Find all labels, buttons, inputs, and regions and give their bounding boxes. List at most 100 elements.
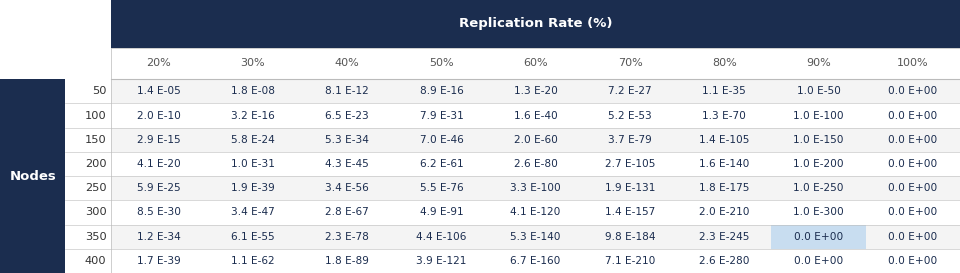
- Text: 250: 250: [84, 183, 107, 193]
- Bar: [772, 249, 866, 273]
- Bar: [866, 249, 960, 273]
- Bar: [677, 224, 772, 249]
- Text: 5.8 E-24: 5.8 E-24: [231, 135, 275, 145]
- Text: 100: 100: [84, 111, 107, 120]
- Bar: [489, 176, 583, 200]
- Text: 5.5 E-76: 5.5 E-76: [420, 183, 463, 193]
- Text: 400: 400: [84, 256, 107, 266]
- Text: 2.0 E-60: 2.0 E-60: [514, 135, 558, 145]
- Bar: [300, 200, 395, 224]
- Bar: [772, 152, 866, 176]
- Text: 1.1 E-62: 1.1 E-62: [231, 256, 275, 266]
- Bar: [395, 103, 489, 128]
- Bar: [772, 103, 866, 128]
- Text: 60%: 60%: [523, 58, 548, 69]
- Bar: [205, 224, 300, 249]
- Bar: [772, 176, 866, 200]
- Text: 7.9 E-31: 7.9 E-31: [420, 111, 464, 120]
- Bar: [489, 103, 583, 128]
- Bar: [111, 152, 205, 176]
- Bar: [772, 128, 866, 152]
- Bar: [205, 79, 300, 103]
- Text: 2.3 E-245: 2.3 E-245: [699, 232, 750, 242]
- Text: 3.7 E-79: 3.7 E-79: [608, 135, 652, 145]
- Bar: [205, 103, 300, 128]
- Text: 1.3 E-20: 1.3 E-20: [514, 86, 558, 96]
- Text: 1.0 E-100: 1.0 E-100: [793, 111, 844, 120]
- Bar: [677, 249, 772, 273]
- Text: 2.7 E-105: 2.7 E-105: [605, 159, 655, 169]
- Text: 0.0 E+00: 0.0 E+00: [888, 111, 938, 120]
- Bar: [677, 200, 772, 224]
- Bar: [583, 103, 677, 128]
- Text: Nodes: Nodes: [10, 170, 56, 183]
- Text: 50: 50: [92, 86, 107, 96]
- Bar: [583, 176, 677, 200]
- Text: 100%: 100%: [897, 58, 928, 69]
- Text: 3.4 E-56: 3.4 E-56: [325, 183, 369, 193]
- Bar: [395, 79, 489, 103]
- Text: 6.5 E-23: 6.5 E-23: [325, 111, 369, 120]
- Bar: [111, 176, 205, 200]
- Bar: [866, 200, 960, 224]
- Text: 1.2 E-34: 1.2 E-34: [136, 232, 180, 242]
- Text: Replication Rate (%): Replication Rate (%): [459, 17, 612, 30]
- Text: 1.8 E-89: 1.8 E-89: [325, 256, 369, 266]
- Bar: [111, 128, 205, 152]
- Text: 0.0 E+00: 0.0 E+00: [888, 183, 938, 193]
- Bar: [772, 224, 866, 249]
- Bar: [205, 200, 300, 224]
- Text: 1.0 E-200: 1.0 E-200: [793, 159, 844, 169]
- Text: 5.9 E-25: 5.9 E-25: [136, 183, 180, 193]
- Text: 200: 200: [84, 159, 107, 169]
- Bar: [111, 200, 205, 224]
- Bar: [583, 224, 677, 249]
- Bar: [583, 79, 677, 103]
- Bar: [395, 128, 489, 152]
- Bar: [772, 200, 866, 224]
- Text: 3.3 E-100: 3.3 E-100: [511, 183, 561, 193]
- Text: 6.2 E-61: 6.2 E-61: [420, 159, 463, 169]
- Text: 2.0 E-210: 2.0 E-210: [699, 207, 750, 217]
- Bar: [866, 103, 960, 128]
- Text: 2.8 E-67: 2.8 E-67: [325, 207, 369, 217]
- Text: 4.4 E-106: 4.4 E-106: [417, 232, 467, 242]
- Text: 0.0 E+00: 0.0 E+00: [888, 256, 938, 266]
- Bar: [300, 249, 395, 273]
- Bar: [300, 128, 395, 152]
- Text: 5.2 E-53: 5.2 E-53: [608, 111, 652, 120]
- Bar: [677, 152, 772, 176]
- Bar: [772, 79, 866, 103]
- Text: 1.4 E-05: 1.4 E-05: [136, 86, 180, 96]
- Text: 150: 150: [84, 135, 107, 145]
- Bar: [205, 128, 300, 152]
- Text: 3.2 E-16: 3.2 E-16: [231, 111, 275, 120]
- Bar: [300, 103, 395, 128]
- Bar: [866, 152, 960, 176]
- Text: 2.9 E-15: 2.9 E-15: [136, 135, 180, 145]
- Text: 70%: 70%: [617, 58, 642, 69]
- Bar: [489, 224, 583, 249]
- Text: 1.0 E-300: 1.0 E-300: [793, 207, 844, 217]
- Bar: [205, 249, 300, 273]
- Bar: [395, 249, 489, 273]
- Text: 0.0 E+00: 0.0 E+00: [888, 207, 938, 217]
- Text: 1.9 E-131: 1.9 E-131: [605, 183, 655, 193]
- Bar: [866, 224, 960, 249]
- Bar: [866, 128, 960, 152]
- Text: 1.4 E-105: 1.4 E-105: [699, 135, 750, 145]
- Bar: [677, 79, 772, 103]
- Text: 0.0 E+00: 0.0 E+00: [888, 135, 938, 145]
- Text: 1.0 E-150: 1.0 E-150: [793, 135, 844, 145]
- Text: 90%: 90%: [806, 58, 831, 69]
- Text: 1.4 E-157: 1.4 E-157: [605, 207, 655, 217]
- Text: 40%: 40%: [335, 58, 359, 69]
- Text: 1.9 E-39: 1.9 E-39: [231, 183, 275, 193]
- Text: 1.0 E-250: 1.0 E-250: [793, 183, 844, 193]
- Text: 300: 300: [84, 207, 107, 217]
- Text: 2.6 E-80: 2.6 E-80: [514, 159, 558, 169]
- Text: 4.3 E-45: 4.3 E-45: [325, 159, 369, 169]
- Text: 6.1 E-55: 6.1 E-55: [231, 232, 275, 242]
- Bar: [111, 224, 205, 249]
- Text: 30%: 30%: [241, 58, 265, 69]
